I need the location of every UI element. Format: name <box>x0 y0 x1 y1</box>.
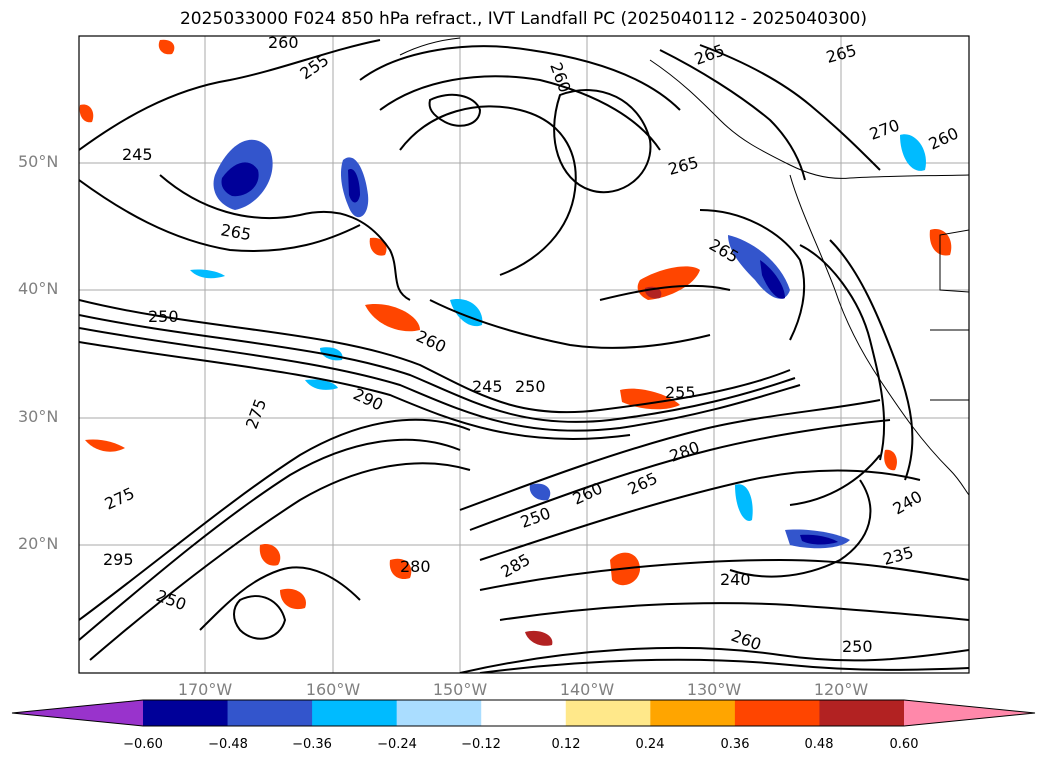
colorbar-tick: 0.60 <box>889 737 919 752</box>
colorbar-segment <box>481 700 567 726</box>
contour-label: 255 <box>665 383 696 402</box>
lat-label-20n: 20°N <box>18 534 59 553</box>
colorbar-segment <box>565 700 651 726</box>
colorbar-segment <box>819 700 905 726</box>
colorbar-tick: 0.48 <box>804 737 834 752</box>
colorbar-tick: 0.24 <box>635 737 665 752</box>
colorbar <box>11 699 1036 727</box>
lon-label-140w: 140°W <box>559 680 615 699</box>
map-title: 2025033000 F024 850 hPa refract., IVT La… <box>179 9 867 29</box>
contour-label: 260 <box>268 33 299 52</box>
colorbar-segment <box>650 700 736 726</box>
contour-label: 250 <box>515 377 546 396</box>
contour-lines <box>79 39 969 673</box>
lat-label-40n: 40°N <box>18 279 59 298</box>
colorbar-segment <box>396 700 482 726</box>
contour-label: 250 <box>842 637 873 656</box>
contour-label: 245 <box>122 145 153 164</box>
contour-label: 245 <box>472 377 503 396</box>
lon-label-130w: 130°W <box>686 680 742 699</box>
map-plot: 260 255 265 245 265 265 260 265 270 260 … <box>78 33 970 674</box>
lon-label-170w: 170°W <box>177 680 233 699</box>
contour-label: 240 <box>720 570 751 589</box>
lat-label-50n: 50°N <box>18 152 59 171</box>
colorbar-tick: −0.12 <box>461 737 501 752</box>
plot-frame <box>78 35 970 674</box>
colorbar-segment <box>312 700 398 726</box>
lat-label-30n: 30°N <box>18 407 59 426</box>
colorbar-segment <box>227 700 313 726</box>
colorbar-tick: 0.12 <box>551 737 581 752</box>
colorbar-segment <box>12 700 143 726</box>
lon-label-150w: 150°W <box>432 680 488 699</box>
colorbar-segment <box>143 700 229 726</box>
contour-label: 280 <box>400 557 431 576</box>
lon-label-160w: 160°W <box>305 680 361 699</box>
colorbar-tick: −0.48 <box>208 737 248 752</box>
contour-label: 250 <box>148 307 179 326</box>
contour-label: 295 <box>103 550 134 569</box>
colorbar-segment <box>734 700 820 726</box>
colorbar-tick: −0.60 <box>123 737 163 752</box>
coastline <box>399 37 969 496</box>
colorbar-tick: −0.24 <box>377 737 417 752</box>
colorbar-tick: 0.36 <box>720 737 750 752</box>
colorbar-segment <box>904 700 1035 726</box>
refractivity-shading <box>79 39 952 646</box>
colorbar-tick: −0.36 <box>292 737 332 752</box>
lon-label-120w: 120°W <box>813 680 869 699</box>
